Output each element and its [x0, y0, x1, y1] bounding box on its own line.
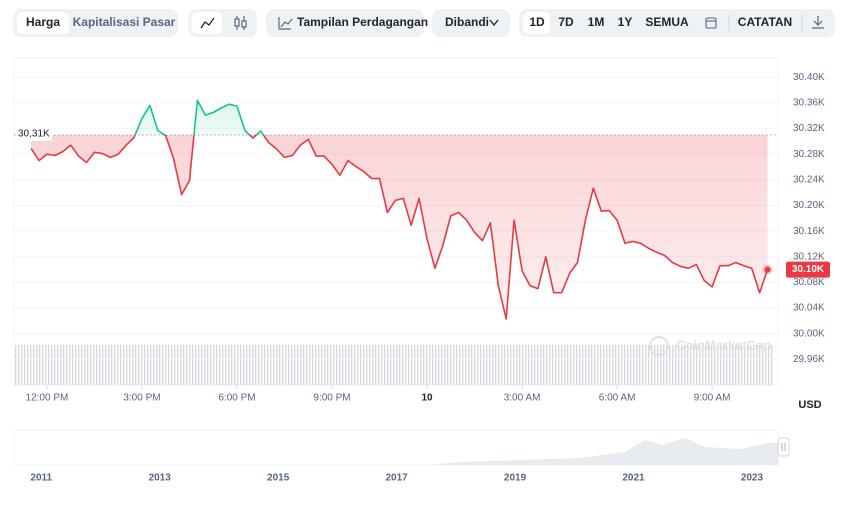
x-tick-label: 3:00 AM [504, 393, 541, 404]
toolbar: Harga Kapitalisasi Pasar Tampilan Perdag… [13, 9, 835, 37]
range-button[interactable]: 1D [529, 15, 545, 29]
y-tick-label: 30.12K [793, 251, 825, 262]
trading-icon [278, 17, 293, 30]
tab[interactable]: Harga [26, 15, 60, 29]
navigator-tick-label: 2011 [30, 473, 52, 484]
line-icon [200, 17, 215, 29]
x-tick-label: 3:00 PM [123, 393, 160, 404]
chevron [489, 19, 499, 27]
navigator-handle[interactable] [777, 437, 790, 457]
y-tick-label: 30.08K [793, 277, 825, 288]
range-button[interactable]: SEMUA [645, 15, 689, 29]
y-tick-label: 30.40K [793, 72, 825, 83]
tab-active[interactable] [17, 12, 69, 34]
range-button[interactable]: 7D [558, 15, 574, 29]
watermark: CoinMarketCap [676, 337, 771, 352]
trading-view-button[interactable] [266, 9, 424, 37]
y-tick-label: 30.24K [793, 174, 825, 185]
baseline-label-bg [16, 126, 52, 141]
compare-label[interactable]: Dibandi [445, 15, 489, 29]
y-tick-label: 30.32K [793, 123, 825, 134]
y-tick-label: 30.20K [793, 200, 825, 211]
navigator-tick-label: 2015 [267, 473, 290, 484]
y-tick-label: 30.36K [793, 98, 825, 109]
x-tick-label: 10 [421, 393, 433, 404]
navigator-tick-label: 2013 [149, 473, 172, 484]
navigator-tick-label: 2019 [504, 473, 527, 484]
last-point [764, 266, 771, 273]
last-price-label: 30.10K [792, 264, 825, 275]
range-button[interactable]: 1M [588, 15, 605, 29]
y-tick-label: 30.28K [793, 149, 825, 160]
notes-button[interactable]: CATATAN [738, 15, 792, 29]
calendar-icon[interactable] [705, 17, 717, 29]
navigator-tick-label: 2023 [741, 473, 764, 484]
range-group [519, 9, 835, 37]
download-icon[interactable] [812, 16, 824, 29]
currency: USD [798, 399, 821, 411]
x-tick-label: 9:00 PM [313, 393, 350, 404]
trading-view-label[interactable]: Tampilan Perdagangan [297, 15, 428, 29]
x-tick-label: 12:00 PM [26, 393, 69, 404]
volume-band [14, 345, 773, 385]
last-price-tag [786, 261, 830, 278]
y-tick-label: 29.96K [793, 354, 825, 365]
y-tick-label: 30.00K [793, 328, 825, 339]
range-active[interactable] [523, 12, 550, 34]
x-tick-label: 9:00 AM [694, 393, 731, 404]
x-tick-label: 6:00 AM [599, 393, 636, 404]
y-tick-label: 30.04K [793, 303, 825, 314]
watermark-logo [649, 336, 669, 356]
x-tick-label: 6:00 PM [218, 393, 255, 404]
navigator-area [14, 438, 778, 465]
range-button[interactable]: 1Y [618, 15, 633, 29]
compare-button[interactable] [432, 9, 510, 37]
price-line [30, 99, 769, 320]
area [31, 100, 768, 319]
tab[interactable]: Kapitalisasi Pasar [73, 15, 176, 29]
baseline-label: 30,31K [18, 129, 50, 140]
navigator-tick-label: 2021 [622, 473, 645, 484]
candle-icon[interactable] [234, 16, 247, 30]
handle-grip [781, 443, 786, 451]
y-tick-label: 30.16K [793, 226, 825, 237]
navigator-tick-label: 2017 [385, 473, 408, 484]
